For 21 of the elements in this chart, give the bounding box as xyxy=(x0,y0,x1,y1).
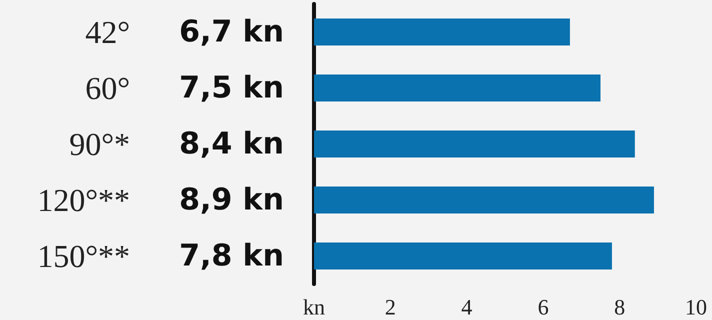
data-label: 7,5 kn xyxy=(179,70,284,106)
x-tick-label: kn xyxy=(303,294,325,320)
x-tick-label: 8 xyxy=(614,294,626,320)
bar xyxy=(314,18,570,46)
x-tick-label: 2 xyxy=(384,294,396,320)
x-tick-label: 6 xyxy=(538,294,549,320)
bar xyxy=(314,186,654,214)
y-tick-label: 90°* xyxy=(69,126,130,162)
data-label: 8,4 kn xyxy=(179,126,284,162)
y-tick-label: 120°** xyxy=(37,182,130,218)
bar xyxy=(314,242,612,270)
y-tick-label: 150°** xyxy=(37,238,130,274)
data-label: 7,8 kn xyxy=(179,238,284,274)
y-tick-label: 60° xyxy=(85,70,130,106)
x-tick-label: 4 xyxy=(461,294,472,320)
bar xyxy=(314,74,600,102)
data-label: 8,9 kn xyxy=(179,182,284,218)
data-label: 6,7 kn xyxy=(179,14,284,50)
bar xyxy=(314,130,635,158)
y-tick-label: 42° xyxy=(85,14,130,50)
x-tick-label: 10 xyxy=(685,294,707,320)
